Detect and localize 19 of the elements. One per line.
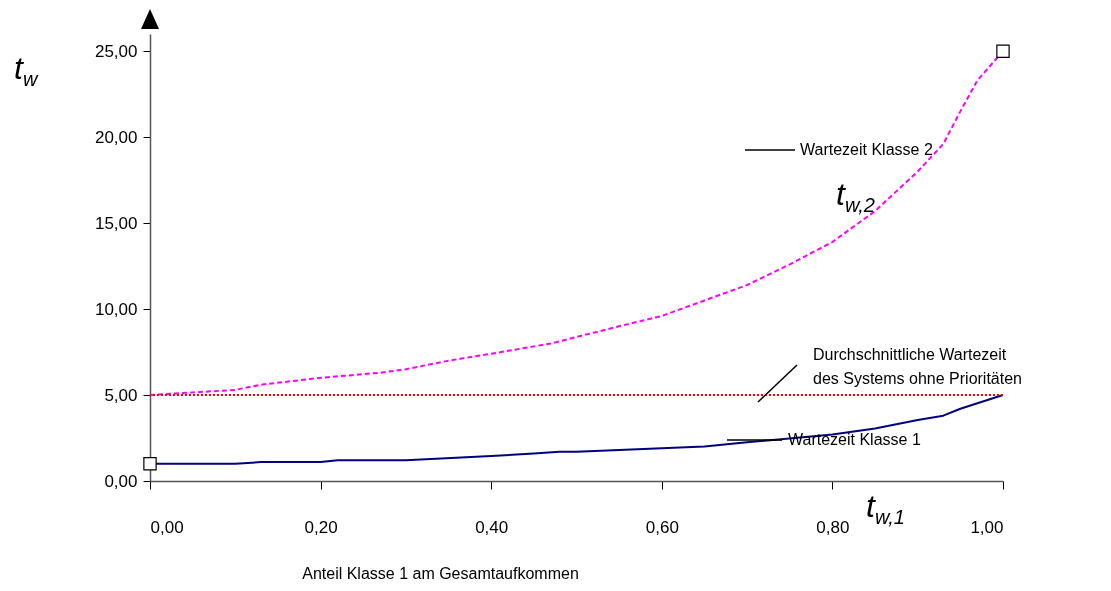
ref-line-label: Durchschnittliche Wartezeit des Systems ohne Prioritäten [813, 346, 1022, 387]
y-tick-label: 5,00 [104, 385, 138, 405]
x-tick-label: 0,20 [304, 517, 338, 537]
y-tick-label: 20,00 [94, 127, 138, 147]
x-tick-label: 0,00 [150, 517, 184, 537]
y-tick-label: 10,00 [94, 299, 138, 319]
y-tick-label: 15,00 [94, 213, 138, 233]
y-axis-title: t$_{w}$ [14, 50, 38, 92]
x-tick-label: 0,40 [475, 517, 509, 537]
x-tick-label: 0,60 [645, 517, 679, 537]
x-axis-title: Anteil Klasse 1 am Gesamtaufkommen [302, 564, 579, 582]
x-tick-label: 0,80 [816, 517, 850, 537]
series-label: Wartezeit Klasse 2 [800, 141, 933, 158]
y-tick-label: 25,00 [94, 41, 138, 61]
annotation: t$_{w,2}$ [836, 176, 875, 218]
y-tick-label: 0,00 [104, 471, 138, 491]
text: t$_{w,1}$ [866, 488, 905, 530]
series-label: Wartezeit Klasse 1 [788, 431, 921, 448]
x-tick-label: 1,00 [970, 517, 1004, 537]
